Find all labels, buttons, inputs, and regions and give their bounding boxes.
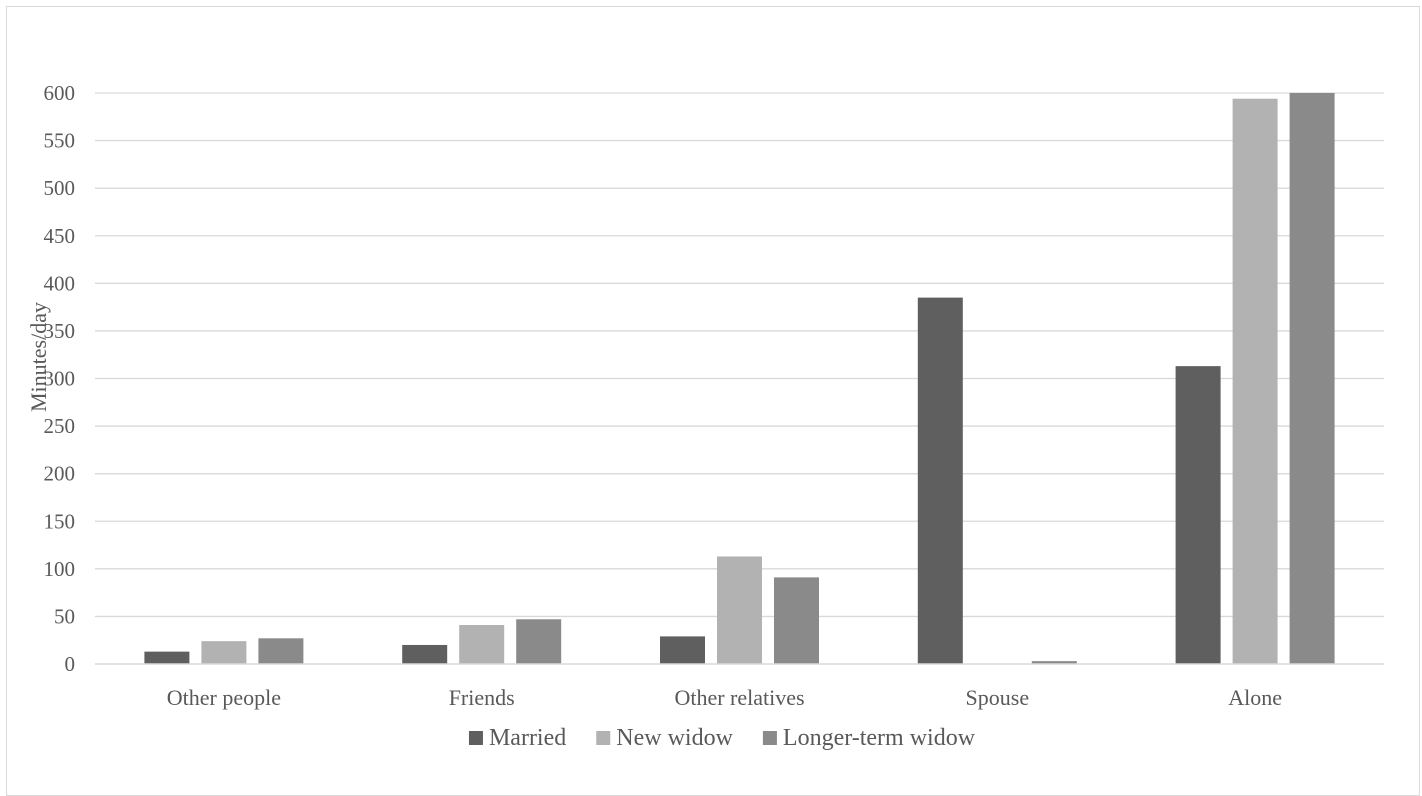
x-category-label: Spouse <box>966 685 1030 710</box>
y-tick-label: 450 <box>44 224 76 248</box>
bar-married-spouse <box>917 297 963 664</box>
y-axis-title: Minutes/day <box>26 302 51 412</box>
bar-married-other-people <box>144 651 190 664</box>
bar-longer-term-widow-spouse <box>1031 661 1077 664</box>
x-category-label: Friends <box>449 685 515 710</box>
y-tick-label: 0 <box>65 652 76 676</box>
y-tick-label: 500 <box>44 176 76 200</box>
legend-label: Married <box>489 725 566 751</box>
y-tick-label: 400 <box>44 271 76 295</box>
y-axis-ticks: 0 50 100 150 200 250 300 350 400 450 500 550 600 <box>44 81 76 676</box>
bar-new-widow-other-relatives <box>717 556 762 664</box>
legend-swatch <box>762 731 777 745</box>
y-tick-label: 600 <box>44 81 76 105</box>
bar-longer-term-widow-friends <box>516 619 562 664</box>
x-category-label: Other people <box>167 685 281 710</box>
legend-label: Longer-term widow <box>783 725 976 751</box>
legend-label: New widow <box>616 725 733 751</box>
bar-longer-term-widow-alone <box>1289 93 1335 664</box>
bar-married-friends <box>402 644 448 664</box>
bar-longer-term-widow-other-relatives <box>774 577 819 664</box>
y-tick-label: 150 <box>44 509 76 533</box>
legend-item: Longer-term widow <box>762 725 976 751</box>
bar-longer-term-widow-other-people <box>258 638 304 664</box>
y-tick-label: 100 <box>44 557 76 581</box>
bar-new-widow-friends <box>459 624 505 664</box>
bars <box>144 93 1335 664</box>
legend-item: New widow <box>596 725 734 751</box>
legend: Married New widow Longer-term widow <box>468 725 976 751</box>
x-category-label: Alone <box>1228 685 1282 710</box>
category-labels: Other people Friends Other relatives Spouse… <box>167 685 1282 710</box>
y-tick-label: 200 <box>44 462 76 486</box>
legend-swatch <box>468 731 483 745</box>
y-tick-label: 350 <box>44 319 76 343</box>
y-tick-label: 50 <box>54 604 75 628</box>
gridlines <box>95 92 1384 618</box>
legend-item: Married <box>468 725 566 751</box>
y-tick-label: 300 <box>44 367 76 391</box>
x-category-label: Other relatives <box>674 685 804 710</box>
bar-new-widow-alone <box>1232 98 1278 664</box>
bar-new-widow-other-people <box>201 641 247 664</box>
legend-swatch <box>596 731 611 745</box>
y-tick-label: 550 <box>44 129 76 153</box>
y-tick-label: 250 <box>44 414 76 438</box>
bar-married-other-relatives <box>660 636 705 664</box>
bar-married-alone <box>1175 366 1221 664</box>
